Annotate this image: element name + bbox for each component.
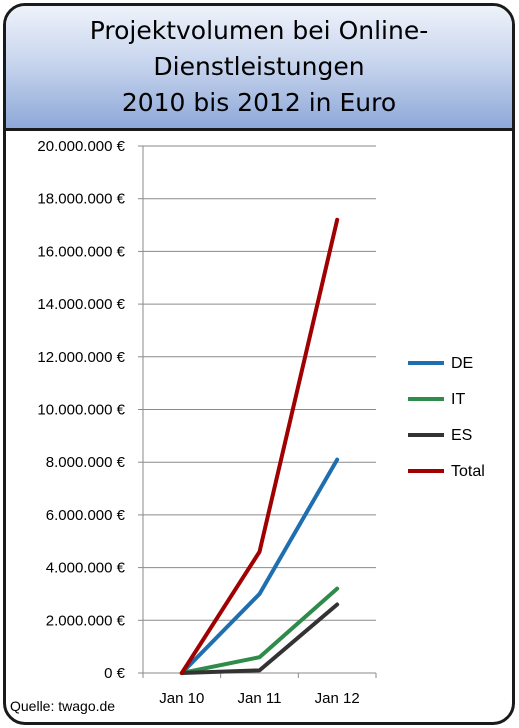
legend-label-total: Total	[451, 463, 485, 480]
y-tick-label: 12.000.000 €	[37, 349, 125, 366]
title-line-3: 2010 bis 2012 in Euro	[121, 88, 397, 117]
title-line-1: Projektvolumen bei Online-	[89, 16, 429, 45]
series-line-de	[179, 457, 340, 675]
series-line-es	[179, 602, 340, 675]
series-line-it	[179, 586, 340, 675]
y-tick-label: 8.000.000 €	[46, 454, 126, 471]
y-tick-label: 16.000.000 €	[37, 243, 125, 260]
legend-label-it: IT	[451, 391, 465, 408]
legend-label-es: ES	[451, 427, 472, 444]
source-note: Quelle: twago.de	[10, 698, 116, 714]
chart-header: Projektvolumen bei Online- Dienstleistun…	[6, 6, 512, 131]
x-tick-label: Jan 10	[159, 690, 204, 707]
legend-label-de: DE	[451, 355, 473, 372]
title-line-2: Dienstleistungen	[153, 52, 365, 81]
y-tick-label: 4.000.000 €	[46, 560, 126, 577]
y-tick-label: 0 €	[104, 665, 126, 682]
x-tick-label: Jan 11	[238, 690, 282, 707]
chart-title: Projektvolumen bei Online- Dienstleistun…	[90, 13, 428, 121]
y-tick-label: 20.000.000 €	[37, 138, 125, 155]
series-line-total	[179, 217, 340, 675]
y-tick-label: 6.000.000 €	[46, 507, 126, 524]
y-tick-label: 14.000.000 €	[37, 296, 125, 313]
y-tick-label: 2.000.000 €	[46, 612, 126, 629]
x-tick-label: Jan 12	[315, 690, 360, 707]
y-tick-label: 18.000.000 €	[37, 191, 125, 208]
y-tick-label: 10.000.000 €	[37, 402, 125, 419]
